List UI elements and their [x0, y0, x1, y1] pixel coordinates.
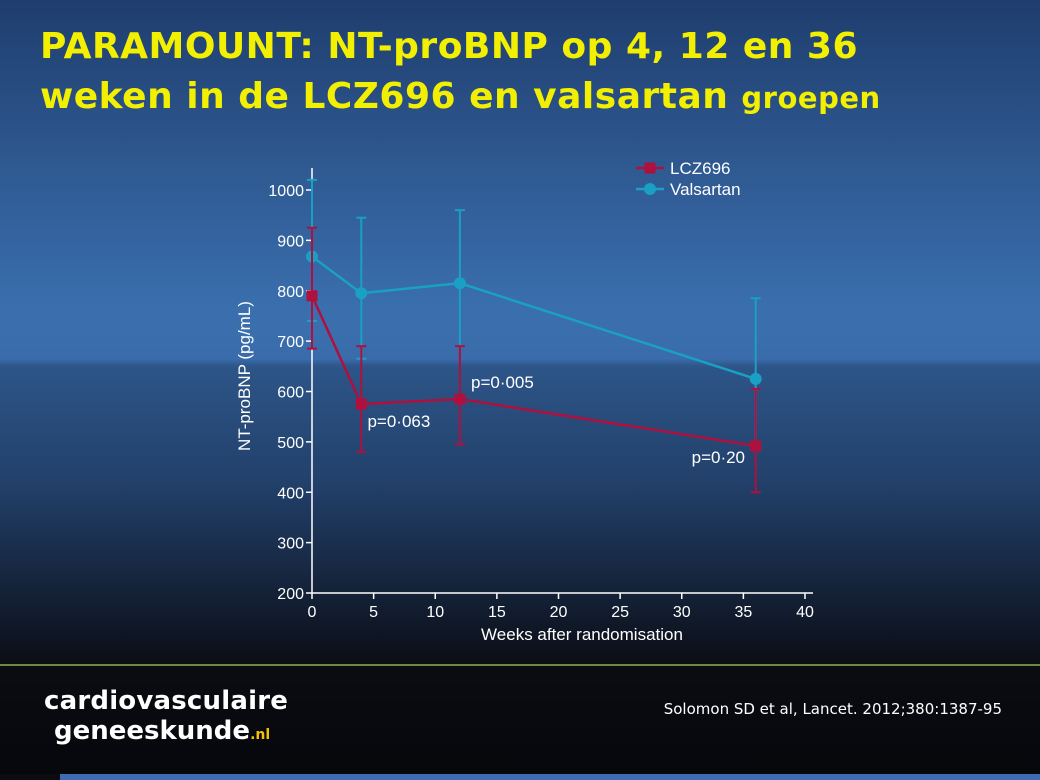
logo-line2-text: geneeskunde	[54, 716, 251, 746]
logo-suffix: .nl	[250, 727, 271, 743]
legend-item-valsartan: Valsartan	[636, 180, 741, 199]
x-tick-label: 25	[611, 604, 629, 621]
series-line	[311, 255, 757, 381]
x-tick-label: 0	[308, 604, 317, 621]
data-point	[355, 398, 367, 410]
data-point	[306, 290, 318, 302]
x-tick-label: 5	[369, 604, 378, 621]
slide-title-line1: PARAMOUNT: NT-proBNP op 4, 12 en 36	[40, 26, 859, 67]
p-value-label: p=0·20	[692, 448, 745, 467]
data-point	[453, 277, 466, 290]
x-tick-label: 35	[734, 604, 752, 621]
slide-title-line2-small: groepen	[741, 81, 881, 115]
x-tick-label: 20	[550, 604, 568, 621]
logo-line2: geneeskunde.nl	[44, 716, 288, 750]
series-line	[310, 295, 756, 448]
chart-legend: LCZ696 Valsartan	[636, 159, 741, 199]
y-axis-label: NT-proBNP (pg/mL)	[235, 301, 254, 451]
chart-axes: 200 300 400 500 600 700 800 900 1000 0 5 10 15 20 25 30…	[268, 168, 814, 621]
x-axis-label: Weeks after randomisation	[481, 625, 683, 644]
slide-title: PARAMOUNT: NT-proBNP op 4, 12 en 36 weke…	[40, 22, 1020, 123]
legend-marker	[644, 162, 656, 174]
y-tick-label: 900	[277, 233, 304, 250]
citation: Solomon SD et al, Lancet. 2012;380:1387-…	[663, 700, 1002, 718]
legend-item-lcz696: LCZ696	[636, 159, 730, 178]
y-tick-label: 800	[277, 284, 304, 301]
data-point	[454, 393, 466, 405]
slide-title-line2-main: weken in de LCZ696 en valsartan	[40, 76, 729, 117]
x-tick-label: 15	[488, 604, 506, 621]
y-tick-label: 200	[277, 586, 304, 603]
p-value-label: p=0·063	[367, 412, 430, 431]
y-tick-label: 700	[277, 334, 304, 351]
x-tick-label: 40	[796, 604, 814, 621]
y-tick-label: 500	[277, 435, 304, 452]
y-tick-label: 300	[277, 536, 304, 553]
bottom-bar	[0, 774, 1040, 780]
series-valsartan	[306, 178, 762, 447]
chart-annotations: p=0·063 p=0·005 p=0·20	[367, 373, 745, 467]
slide-title-line2: weken in de LCZ696 en valsartan groepen	[40, 72, 1020, 123]
p-value-label: p=0·005	[471, 373, 534, 392]
x-tick-label: 10	[426, 604, 444, 621]
y-tick-label: 400	[277, 485, 304, 502]
data-point	[749, 372, 762, 385]
footer-divider	[0, 664, 1040, 666]
y-tick-label: 1000	[268, 183, 304, 200]
site-logo: cardiovasculaire geneeskunde.nl	[44, 686, 288, 750]
series-lcz696	[306, 226, 762, 494]
legend-label: LCZ696	[670, 159, 730, 178]
data-point	[355, 287, 368, 300]
data-point	[750, 440, 762, 452]
legend-label: Valsartan	[670, 180, 741, 199]
logo-line1: cardiovasculaire	[44, 686, 289, 716]
chart-series	[306, 178, 762, 494]
x-tick-label: 30	[673, 604, 691, 621]
legend-marker	[644, 183, 656, 195]
y-tick-label: 600	[277, 385, 304, 402]
